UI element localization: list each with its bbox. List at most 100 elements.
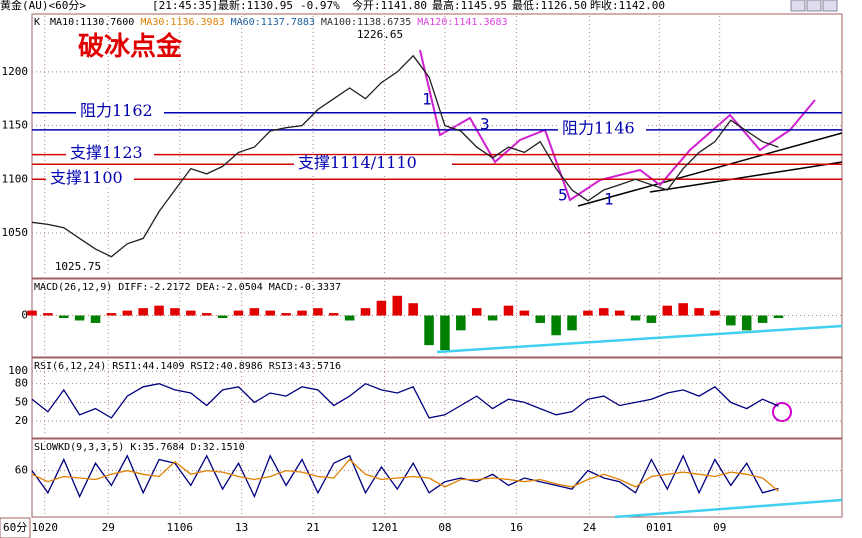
macd-bar	[27, 310, 37, 316]
macd-bar	[154, 305, 164, 316]
button-left[interactable]	[790, 0, 806, 12]
macd-bar	[646, 315, 657, 323]
prev: 昨收:1142.00	[590, 0, 665, 12]
macd-bar	[122, 310, 133, 316]
y-tick-label: 80	[15, 377, 28, 390]
wave-label: 3	[480, 115, 490, 134]
trendline	[436, 324, 843, 354]
macd-bar	[313, 308, 323, 316]
macd-bar	[503, 305, 514, 316]
macd-bar	[440, 315, 450, 351]
level-label-bg	[66, 145, 154, 164]
y-tick-label: 1150	[2, 119, 29, 132]
x-tick-label: 13	[235, 521, 248, 534]
trendline	[614, 498, 843, 519]
series-line	[31, 54, 779, 258]
macd-bar	[249, 308, 260, 316]
macd-bar	[519, 310, 530, 316]
macd-bar	[726, 315, 736, 326]
y-tick-label: 0	[21, 309, 28, 322]
trendline	[577, 132, 843, 207]
x-tick-label: 1201	[371, 521, 398, 534]
toolbar	[790, 0, 838, 12]
header: 黄金(AU)<60分> [21:45:35] 最新:1130.95 -0.97%…	[0, 0, 665, 12]
annotation: 1025.75	[55, 260, 101, 273]
macd-bar	[170, 308, 180, 316]
y-tick-label: 50	[15, 395, 28, 408]
macd-bar	[408, 303, 418, 316]
ma-legend: MA100:1138.6735	[321, 17, 411, 28]
highlight-circle	[772, 402, 792, 422]
x-tick-label: 21	[306, 521, 319, 534]
macd-bar	[535, 315, 545, 323]
macd-bar	[583, 310, 593, 316]
level-label: 阻力1162	[80, 101, 153, 120]
time: [21:45:35]	[152, 0, 218, 12]
ma-legend: MA120:1141.3683	[417, 17, 507, 28]
wave-label: 1	[422, 90, 432, 109]
frame: 60分	[0, 13, 843, 538]
period-label: 60分	[3, 521, 27, 534]
open: 今开:1141.80	[352, 0, 427, 12]
panel-frame	[31, 13, 843, 279]
button-right[interactable]	[806, 0, 822, 12]
x-tick-label: 1106	[166, 521, 193, 534]
macd-bar	[630, 315, 641, 321]
level-label: 支撑1114/1110	[298, 153, 417, 172]
macd-bar	[567, 315, 577, 331]
macd-bar	[741, 315, 752, 331]
level-label-bg	[76, 103, 164, 122]
macd-bar	[186, 310, 196, 316]
ma-legend: MA10:1130.7600	[50, 17, 134, 28]
high: 最高:1145.95	[432, 0, 507, 12]
macd-bar	[329, 313, 339, 316]
wave-label: 1	[604, 190, 614, 209]
macd-bar	[217, 315, 228, 318]
level-label: 支撑1100	[50, 168, 123, 187]
macd-bar	[710, 310, 720, 316]
level-label-bg	[294, 155, 452, 174]
series-line	[31, 458, 779, 492]
y-tick-label: 100	[8, 364, 28, 377]
low: 最低:1126.50	[512, 0, 587, 12]
macd-bar	[551, 315, 561, 336]
x-tick-label: 09	[713, 521, 726, 534]
x-tick-label: 0101	[646, 521, 673, 534]
x-tick-label: 1020	[31, 521, 58, 534]
macd-bar	[487, 315, 498, 321]
macd-bar	[599, 308, 609, 316]
macd-bar	[471, 308, 482, 316]
macd-bar	[90, 315, 101, 323]
period-box	[0, 517, 31, 538]
macd-bar	[360, 308, 371, 316]
y-tick-label: 60	[15, 464, 28, 477]
y-tick-label: 1100	[2, 172, 29, 185]
ma-legend: MA30:1136.3983	[140, 17, 224, 28]
y-tick-label: 20	[15, 414, 28, 427]
macd-bar	[392, 295, 403, 316]
macd-bar	[694, 308, 704, 316]
x-tick-label: 24	[583, 521, 597, 534]
macd-bar	[424, 315, 434, 346]
button-zoom[interactable]	[822, 0, 838, 12]
level-label-bg	[46, 170, 134, 189]
panel-frame	[31, 357, 843, 439]
macd-bar	[201, 313, 212, 316]
macd-bar	[74, 315, 85, 321]
macd-bar	[281, 313, 291, 316]
y-tick-label: 1050	[2, 226, 29, 239]
panel-title: RSI(6,12,24) RSI1:44.1409 RSI2:40.8986 R…	[34, 361, 341, 372]
x-tick-label: 16	[510, 521, 523, 534]
series-line	[31, 454, 779, 499]
change: -0.97%	[300, 0, 340, 12]
macd-bar	[344, 315, 355, 321]
x-tick-label: 29	[102, 521, 115, 534]
macd-bar	[106, 313, 117, 316]
level-label: 支撑1123	[70, 143, 143, 162]
trendline	[649, 161, 843, 193]
macd-bar	[138, 308, 148, 316]
panel-title: SLOWKD(9,3,3,5) K:35.7684 D:32.1510	[34, 442, 245, 453]
series-line	[31, 382, 779, 419]
